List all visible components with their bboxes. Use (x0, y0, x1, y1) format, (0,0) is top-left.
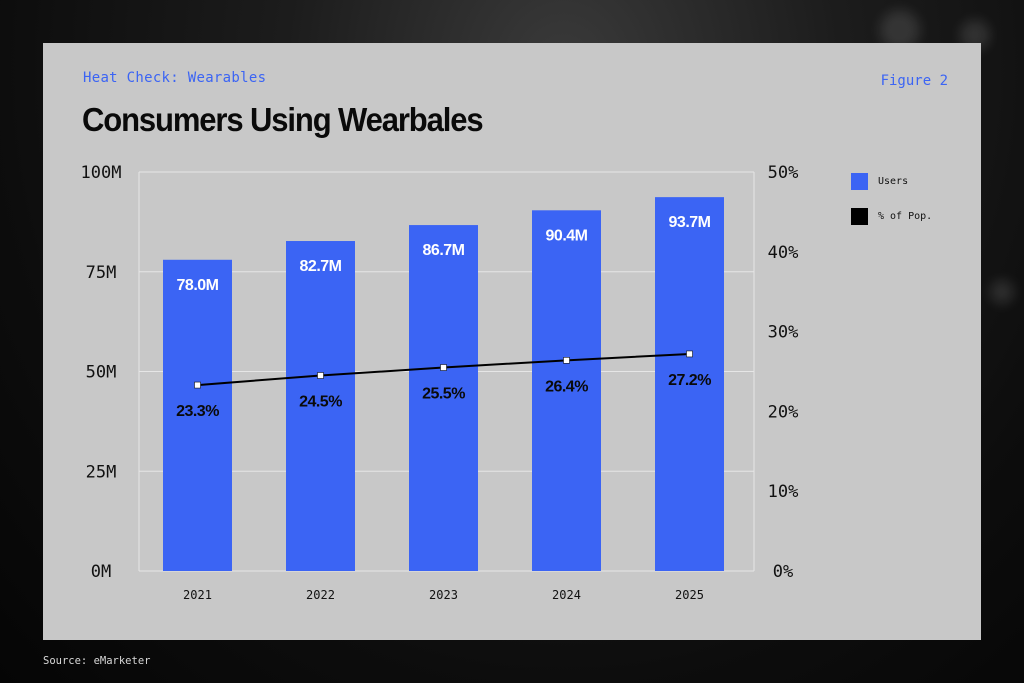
legend-swatch-pop (851, 208, 868, 225)
chart-card: Heat Check: Wearables Figure 2 Consumers… (43, 43, 981, 640)
bar-value-label: 78.0M (177, 277, 219, 294)
y-left-tick-label: 100M (81, 163, 122, 183)
bar (409, 225, 478, 571)
legend-item-users: Users (851, 173, 932, 190)
y-right-tick-label: 20% (768, 402, 799, 422)
legend-label-users: Users (878, 176, 909, 187)
x-tick-label: 2022 (306, 588, 335, 602)
figure-number: Figure 2 (880, 73, 948, 89)
bar (655, 197, 724, 571)
combo-chart: 0M 25M 50M 75M 100M 0% 10% 20% 30% 40% 50% 78.0M 202… (81, 163, 799, 602)
y-left-tick-label: 25M (86, 462, 117, 482)
legend: Users % of Pop. (851, 173, 932, 243)
line-value-label: 24.5% (299, 393, 342, 410)
y-left-tick-label: 0M (91, 562, 111, 582)
x-tick-label: 2024 (552, 588, 581, 602)
bar-value-label: 90.4M (546, 227, 588, 244)
bar (163, 259, 232, 571)
line-point (686, 350, 693, 358)
y-right-tick-label: 30% (768, 323, 799, 343)
line-point (194, 381, 201, 389)
legend-item-pop: % of Pop. (851, 208, 932, 225)
y-right-tick-label: 50% (768, 163, 799, 183)
eyebrow-label: Heat Check: Wearables (83, 70, 267, 86)
x-tick-label: 2025 (675, 588, 704, 602)
line-value-label: 26.4% (545, 378, 588, 395)
background-bokeh (990, 280, 1014, 304)
line-value-label: 23.3% (176, 403, 219, 420)
bar-value-label: 93.7M (669, 214, 711, 231)
y-right-tick-label: 40% (768, 243, 799, 263)
legend-swatch-users (851, 173, 868, 190)
bar-value-label: 82.7M (300, 258, 342, 275)
line-point (563, 357, 570, 364)
y-right-tick-label: 0% (773, 562, 793, 582)
line-value-label: 25.5% (422, 386, 465, 403)
line-point (317, 372, 324, 379)
legend-label-pop: % of Pop. (878, 211, 933, 222)
y-right-tick-label: 10% (768, 482, 799, 502)
line-value-label: 27.2% (668, 372, 711, 389)
x-tick-label: 2023 (429, 588, 458, 602)
x-tick-label: 2021 (183, 588, 212, 602)
chart-title: Consumers Using Wearbales (82, 101, 484, 138)
line-point (440, 364, 447, 371)
bar-value-label: 86.7M (423, 242, 465, 259)
y-left-tick-label: 50M (86, 363, 117, 383)
source-note: Source: eMarketer (43, 655, 151, 667)
bar (532, 210, 601, 571)
y-left-tick-label: 75M (86, 263, 117, 283)
bar (286, 241, 355, 572)
